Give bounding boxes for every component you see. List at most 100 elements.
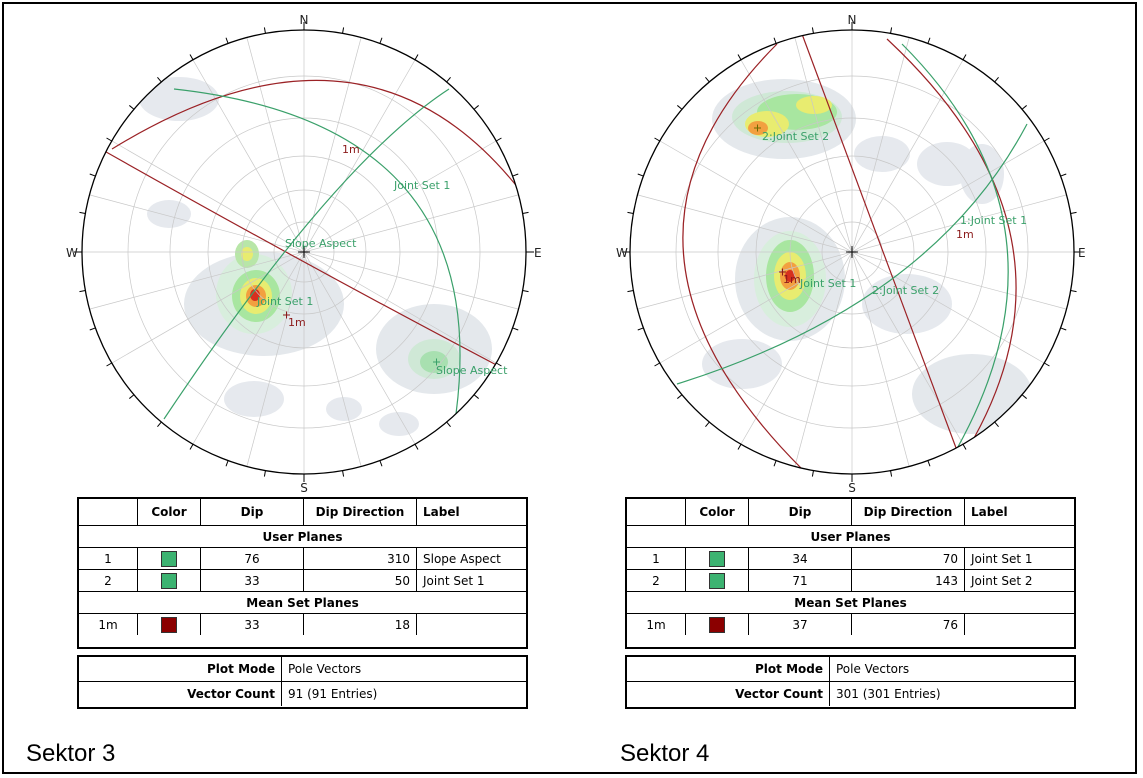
rim-tick xyxy=(263,27,266,34)
sector-title: Sektor 3 xyxy=(26,740,116,767)
plane-label: Slope Aspect xyxy=(416,547,526,570)
rim-tick xyxy=(263,470,266,477)
rim-tick xyxy=(79,211,86,214)
pole-label: Joint Set 1 xyxy=(256,295,313,308)
plot-mode-label: Plot Mode xyxy=(627,657,830,682)
south-label: S xyxy=(848,481,856,494)
rim-tick xyxy=(773,460,777,467)
rim-tick xyxy=(89,173,96,177)
rim-tick xyxy=(473,394,479,399)
east-label: E xyxy=(1078,246,1086,260)
rim-tick xyxy=(414,54,419,60)
plane-label: Joint Set 1 xyxy=(964,547,1074,570)
west-label: W xyxy=(616,246,628,260)
rim-tick xyxy=(342,470,345,477)
rim-tick xyxy=(637,173,644,177)
pole-label: 1m xyxy=(783,273,801,286)
color-swatch xyxy=(709,550,725,567)
rim-tick xyxy=(890,27,893,34)
section-title: Mean Set Planes xyxy=(627,591,1074,614)
dip-direction-value: 76 xyxy=(851,613,965,635)
dip-direction-value: 50 xyxy=(303,569,417,592)
rim-tick xyxy=(737,444,742,450)
pole-label: 2:Joint Set 2 xyxy=(872,284,939,297)
rim-tick xyxy=(106,362,112,367)
pole-label: 1m xyxy=(288,316,306,329)
rim-tick xyxy=(157,421,162,427)
rim-tick xyxy=(637,327,644,331)
rim-tick xyxy=(1070,211,1077,214)
plane-label: Joint Set 1 xyxy=(416,569,526,592)
rim-tick xyxy=(446,421,451,427)
color-swatch xyxy=(709,572,725,589)
column-header: Label xyxy=(416,499,526,526)
rim-tick xyxy=(1070,290,1077,293)
rim-tick xyxy=(627,290,634,293)
row-id: 1 xyxy=(79,547,138,570)
vector-count-label: Vector Count xyxy=(627,681,830,706)
column-header: Color xyxy=(685,499,749,526)
table-row: 1m 37 76 xyxy=(627,613,1075,636)
rim-tick xyxy=(927,37,931,44)
sector-title: Sektor 4 xyxy=(620,740,710,767)
rim-tick xyxy=(705,421,710,427)
rim-tick xyxy=(654,137,660,142)
row-id: 1 xyxy=(627,547,686,570)
table-row: 2 71 143 Joint Set 2 xyxy=(627,569,1074,592)
rim-tick xyxy=(379,460,383,467)
dip-direction-value: 143 xyxy=(851,569,965,592)
rim-tick xyxy=(811,470,814,477)
dip-value: 76 xyxy=(200,547,304,570)
rim-tick xyxy=(496,137,502,142)
rim-tick xyxy=(811,27,814,34)
pole-label: 2:Joint Set 2 xyxy=(762,130,829,143)
planes-table: Color Dip Dip Direction Label User Plane… xyxy=(625,497,1076,649)
rim-tick xyxy=(512,327,519,331)
rim-tick xyxy=(496,362,502,367)
column-header: Dip Direction xyxy=(303,499,417,526)
row-id: 2 xyxy=(627,569,686,592)
plane-label xyxy=(965,614,1075,636)
column-header xyxy=(627,499,686,526)
rim-tick xyxy=(342,27,345,34)
pole-label: 1:Joint Set 1 xyxy=(960,214,1027,227)
dip-value: 37 xyxy=(748,613,852,635)
dip-value: 34 xyxy=(748,547,852,570)
rim-tick xyxy=(414,444,419,450)
column-header: Dip xyxy=(748,499,852,526)
stereonet-panel-sektor-4: N S E W 2:Joint Set 2 1:Joint Set 1 1m 1… xyxy=(552,4,1112,774)
table-row: 1 34 70 Joint Set 1 xyxy=(627,547,1074,570)
dip-direction-value: 18 xyxy=(303,613,417,635)
rim-tick xyxy=(446,77,451,83)
rim-tick xyxy=(705,77,710,83)
dip-value: 33 xyxy=(200,569,304,592)
plane-label: Joint Set 2 xyxy=(964,569,1074,592)
rim-tick xyxy=(106,137,112,142)
rim-tick xyxy=(129,105,135,110)
rim-tick xyxy=(1021,105,1027,110)
pole-label: 1m xyxy=(342,143,360,156)
rim-tick xyxy=(627,211,634,214)
north-label: N xyxy=(300,13,309,27)
rim-tick xyxy=(129,394,135,399)
west-label: W xyxy=(66,246,78,260)
plot-mode-value: Pole Vectors xyxy=(829,657,1074,682)
table-row: 2 33 50 Joint Set 1 xyxy=(79,569,526,592)
row-id: 1m xyxy=(79,613,138,635)
rim-tick xyxy=(1060,327,1067,331)
rim-tick xyxy=(1060,173,1067,177)
plot-mode-value: Pole Vectors xyxy=(281,657,526,682)
rim-tick xyxy=(654,362,660,367)
stereonet-plot: N S E W Slope Aspect Joint Set 1 Joint S… xyxy=(66,13,542,494)
rim-tick xyxy=(994,421,999,427)
dip-direction-value: 310 xyxy=(303,547,417,570)
dip-value: 71 xyxy=(748,569,852,592)
section-title: Mean Set Planes xyxy=(79,591,526,614)
planes-table: Color Dip Dip Direction Label User Plane… xyxy=(77,497,528,649)
pole-label: Joint Set 1 xyxy=(799,277,856,290)
rim-tick xyxy=(737,54,742,60)
row-id: 1m xyxy=(627,613,686,635)
vector-count-label: Vector Count xyxy=(79,681,282,706)
column-header: Label xyxy=(964,499,1074,526)
